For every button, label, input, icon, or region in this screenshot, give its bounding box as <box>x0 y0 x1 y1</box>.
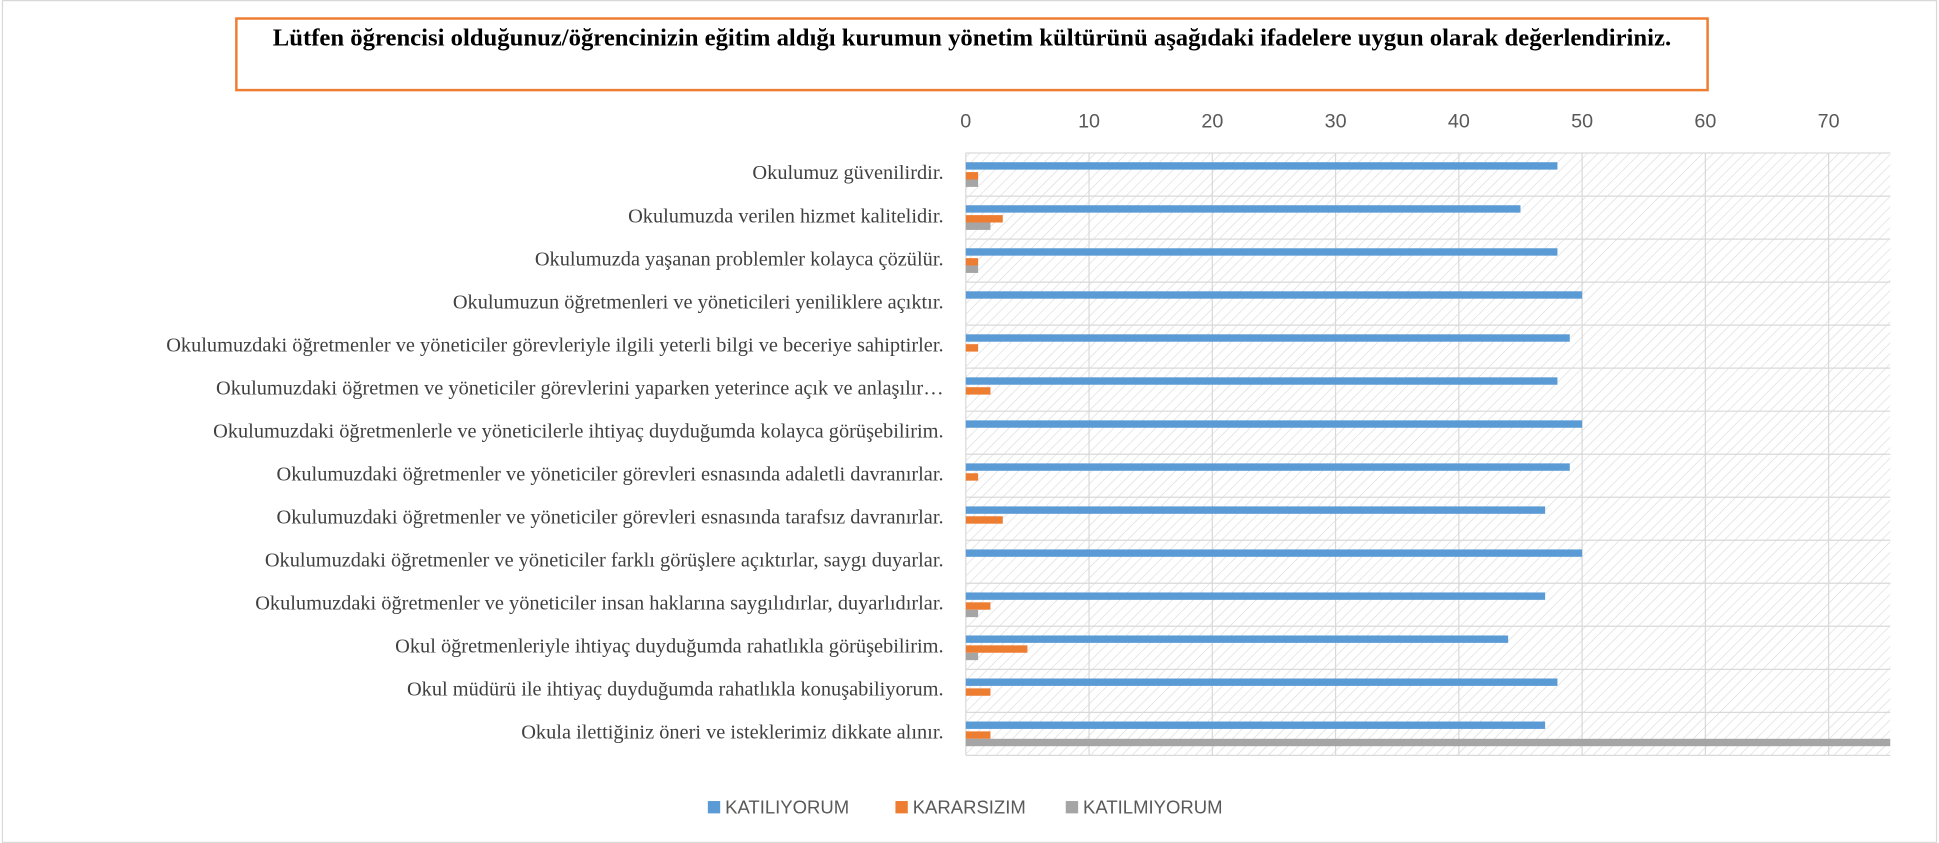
y-tick-label: Okulumuzun öğretmenleri ve yöneticileri … <box>453 291 944 313</box>
y-tick-label: Okulumuzdaki öğretmenler ve yöneticiler … <box>277 506 944 528</box>
bar <box>965 420 1583 428</box>
bar <box>965 162 1558 170</box>
legend-swatch <box>707 801 721 814</box>
bar <box>965 205 1521 213</box>
x-tick-label: 70 <box>1818 110 1840 132</box>
bar <box>965 387 991 395</box>
chart-title: Lütfen öğrencisi olduğunuz/öğrencinizin … <box>272 24 1672 52</box>
bar <box>965 731 991 739</box>
y-tick-label: Okulumuzda yaşanan problemler kolayca çö… <box>535 248 944 270</box>
x-tick-label: 10 <box>1078 110 1100 132</box>
bar <box>965 721 1546 729</box>
legend-swatch <box>1065 801 1079 814</box>
bar <box>965 291 1583 299</box>
bar <box>965 222 991 230</box>
title-box <box>235 17 1709 92</box>
y-tick-label: Okul müdürü ile ihtiyaç duyduğumda rahat… <box>407 679 944 701</box>
legend-label: KATILMIYORUM <box>1083 796 1222 817</box>
legend-swatch <box>895 801 908 814</box>
y-tick-label: Okulumuz güvenilirdir. <box>752 162 943 184</box>
y-tick-label: Okulumuzdaki öğretmen ve yöneticiler gör… <box>216 377 944 399</box>
bar <box>965 172 979 180</box>
bar <box>965 602 991 610</box>
bar <box>965 248 1558 256</box>
bar <box>965 463 1570 471</box>
y-tick-label: Okulumuzdaki öğretmenlerle ve yöneticile… <box>213 420 943 442</box>
bar <box>965 645 1028 653</box>
x-tick-label: 50 <box>1571 110 1593 132</box>
bar <box>965 688 991 696</box>
bar <box>965 258 979 266</box>
bar <box>965 635 1509 643</box>
y-tick-label: Okulumuzdaki öğretmenler ve yöneticiler … <box>255 592 943 614</box>
y-tick-label: Okul öğretmenleriyle ihtiyaç duyduğumda … <box>395 635 943 657</box>
bar <box>965 265 979 273</box>
bar <box>965 652 979 661</box>
bar <box>965 179 979 187</box>
x-tick-label: 20 <box>1201 110 1223 132</box>
bar <box>965 473 979 481</box>
bar <box>965 506 1546 514</box>
y-tick-label: Okula ilettiğiniz öneri ve isteklerimiz … <box>521 722 943 744</box>
y-tick-label: Okulumuzda verilen hizmet kalitelidir. <box>628 205 943 227</box>
y-tick-label: Okulumuzdaki öğretmenler ve yöneticiler … <box>277 463 944 485</box>
y-tick-label: Okulumuzdaki öğretmenler ve yöneticiler … <box>265 549 944 571</box>
legend-label: KATILIYORUM <box>725 796 849 817</box>
x-tick-label: 0 <box>960 110 971 132</box>
bar <box>965 592 1546 600</box>
y-tick-label: Okulumuzdaki öğretmenler ve yöneticiler … <box>166 334 943 356</box>
bar <box>965 377 1558 385</box>
bar <box>965 549 1583 557</box>
title-holder: Lütfen öğrencisi olduğunuz/öğrencinizin … <box>272 24 1672 52</box>
bar <box>965 609 979 618</box>
bar <box>965 215 1003 223</box>
x-tick-label: 30 <box>1325 110 1347 132</box>
bar <box>965 334 1570 342</box>
bar <box>965 678 1558 686</box>
bar <box>965 738 1891 747</box>
bar <box>965 344 979 352</box>
x-tick-label: 40 <box>1448 110 1470 132</box>
bar <box>965 516 1003 524</box>
x-tick-label: 60 <box>1694 110 1716 132</box>
legend-label: KARARSIZIM <box>913 796 1026 817</box>
